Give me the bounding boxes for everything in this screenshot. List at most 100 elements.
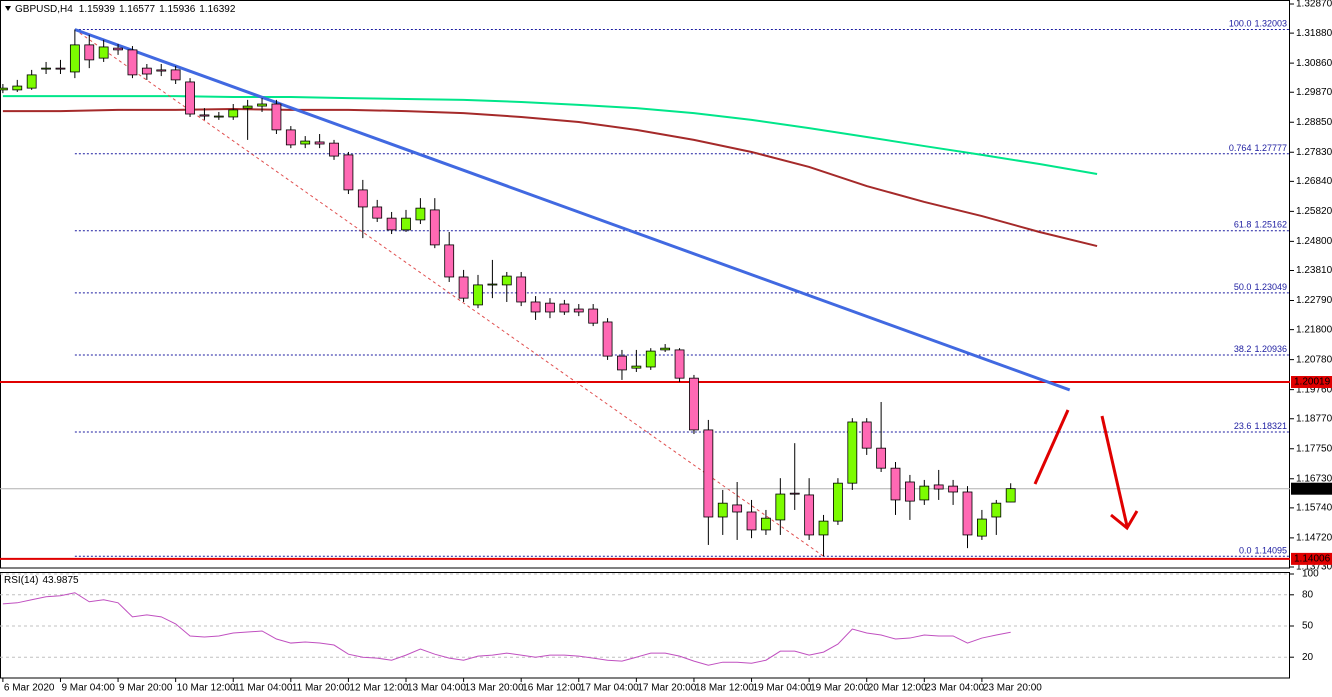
x-tick-label: 17 Mar 20:00 <box>637 683 696 694</box>
candle-body <box>545 302 555 313</box>
candle-body <box>804 494 815 536</box>
candle-body <box>300 140 311 145</box>
fib-level-price: 1.27777 <box>1254 143 1287 153</box>
candle-body <box>343 154 354 191</box>
candle-body <box>213 115 224 118</box>
arrow-down <box>1100 415 1139 531</box>
fib-label: 100.0 1.32003 <box>1229 19 1287 29</box>
candle-body <box>991 502 1002 518</box>
candle-body <box>573 308 584 313</box>
x-tick-label: 13 Mar 04:00 <box>407 683 466 694</box>
arrow-down-line <box>1100 415 1129 527</box>
header: GBPUSD,H4 1.15939 1.16577 1.15936 1.16392 <box>15 4 236 15</box>
candle-body <box>833 482 843 522</box>
fib-level-price: 1.18321 <box>1254 421 1287 431</box>
rsi-value: 43.9875 <box>42 575 79 586</box>
rsi-title: RSI(14) <box>4 575 38 586</box>
x-tick-label: 16 Mar 12:00 <box>522 683 581 694</box>
candle-body <box>55 67 66 70</box>
candle-body <box>0 87 8 91</box>
arrow-up <box>1033 409 1070 485</box>
candle-body <box>559 303 570 313</box>
x-tick-label: 19 Mar 20:00 <box>810 683 869 694</box>
candle-body <box>861 421 872 449</box>
candle-body <box>12 85 23 91</box>
x-tick-label: 11 Mar 04:00 <box>234 683 293 694</box>
candle-body <box>69 44 80 73</box>
candle-body <box>271 103 282 131</box>
rsi-tick-label: 50 <box>1302 621 1314 632</box>
x-tick-label: 20 Mar 12:00 <box>868 683 927 694</box>
rsi-header: RSI(14) 43.9875 <box>4 575 79 586</box>
fib-level-price: 1.32003 <box>1254 19 1287 29</box>
candle-body <box>602 321 613 357</box>
candle-body <box>689 377 699 431</box>
candle-body <box>962 491 973 536</box>
y-tick-label: 1.20780 <box>1296 354 1332 365</box>
x-tick-label: 6 Mar 2020 <box>4 683 55 694</box>
current-price-tag <box>1291 482 1332 495</box>
fib-label: 23.6 1.18321 <box>1234 421 1287 431</box>
y-tick-label: 1.21800 <box>1296 324 1332 335</box>
y-tick-label: 1.15740 <box>1296 503 1332 514</box>
x-tick-label: 23 Mar 04:00 <box>925 683 984 694</box>
candle-body <box>458 276 469 299</box>
fib-label: 61.8 1.25162 <box>1234 220 1287 230</box>
x-tick-label: 12 Mar 12:00 <box>349 683 408 694</box>
rsi-panel <box>0 572 1290 679</box>
candle-body <box>660 347 671 351</box>
candle-body <box>26 74 37 89</box>
candle-body <box>257 103 267 107</box>
candle-body <box>401 217 411 231</box>
y-tick-label: 1.17750 <box>1296 443 1332 454</box>
candle-body <box>357 189 368 208</box>
candle-body <box>113 47 123 51</box>
y-tick-label: 1.19760 <box>1296 384 1332 395</box>
candle-body <box>933 484 944 490</box>
header-low: 1.15936 <box>159 4 196 15</box>
y-tick-label: 1.28850 <box>1296 117 1332 128</box>
level-tag <box>1291 376 1332 389</box>
candle-body <box>516 276 527 303</box>
fib-level-name: 100.0 <box>1229 19 1252 29</box>
y-tick-label: 1.32870 <box>1296 0 1332 10</box>
candle-body <box>876 447 887 469</box>
fib-level-name: 0.764 <box>1229 143 1252 153</box>
x-tick-label: 10 Mar 12:00 <box>177 683 236 694</box>
y-tick-label: 1.27830 <box>1296 147 1332 158</box>
y-tick-label: 1.13730 <box>1296 562 1332 573</box>
candle-body <box>228 109 239 118</box>
candle-body <box>890 467 901 501</box>
fib-diagonal <box>74 29 824 557</box>
fib-level-name: 50.0 <box>1234 282 1252 292</box>
candle-body <box>98 46 109 59</box>
candle-body <box>674 349 685 379</box>
candle-body <box>775 493 786 521</box>
candle-body <box>588 308 599 324</box>
x-tick-label: 9 Mar 20:00 <box>119 683 173 694</box>
y-tick-label: 1.25820 <box>1296 206 1332 217</box>
x-tick-label: 18 Mar 12:00 <box>695 683 754 694</box>
candle-body <box>415 207 426 221</box>
x-tick-label: 13 Mar 20:00 <box>465 683 524 694</box>
candle-body <box>444 244 455 278</box>
fib-level-name: 0.0 <box>1239 546 1252 556</box>
fib-label: 0.0 1.14095 <box>1239 546 1287 556</box>
y-tick-label: 1.18770 <box>1296 413 1332 424</box>
y-tick-label: 1.22790 <box>1296 295 1332 306</box>
candle-body <box>329 142 339 157</box>
candle-body <box>746 511 757 531</box>
candle-body <box>501 275 512 286</box>
candle-body <box>156 69 167 72</box>
header-open: 1.15939 <box>79 4 116 15</box>
x-tick-label: 9 Mar 04:00 <box>61 683 115 694</box>
candle-body <box>41 67 51 70</box>
y-tick-label: 1.31880 <box>1296 28 1332 39</box>
candle-body <box>170 69 181 81</box>
header-close: 1.16392 <box>199 4 236 15</box>
candle-body <box>761 517 771 531</box>
fib-level-price: 1.23049 <box>1254 282 1287 292</box>
y-tick-label: 1.23810 <box>1296 265 1332 276</box>
